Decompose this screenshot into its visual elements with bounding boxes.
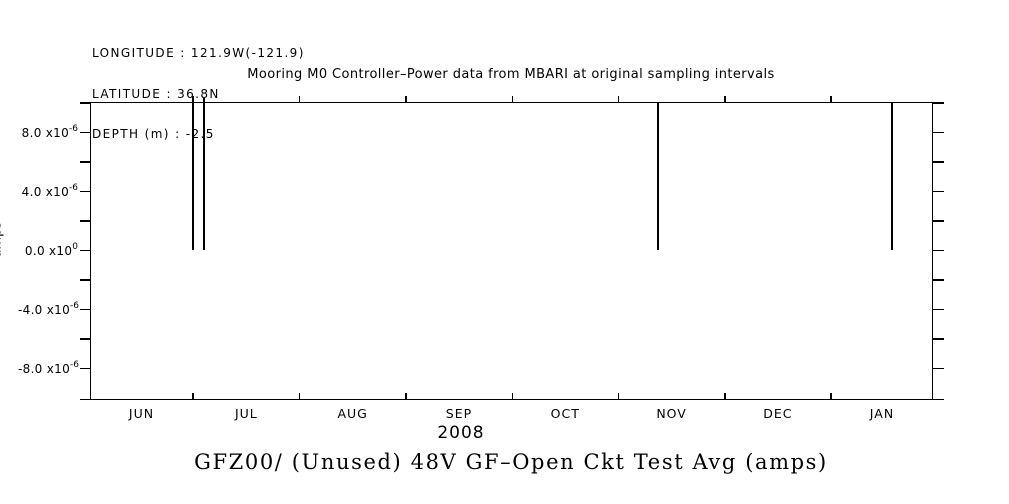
y-tick-label: -4.0 x10-6 [18,300,79,317]
y-tick-right-icon [933,338,944,340]
y-tick-left-icon [79,249,90,252]
y-tick-exponent: -6 [70,300,79,311]
y-tick-right-icon [933,131,944,134]
bottom-title: GFZ00/ (Unused) 48V GF–Open Ckt Test Avg… [194,450,828,474]
x-month-label: DEC [763,406,793,421]
y-tick-mantissa: -8.0 x10 [18,361,70,376]
y-tick-mantissa: 0.0 x10 [24,243,73,258]
y-tick-right-icon [933,249,944,252]
x-tick-bottom-icon [192,393,194,400]
y-tick-right-icon [933,367,944,370]
x-tick-top-icon [830,96,832,102]
y-tick-left-icon [79,398,90,400]
y-tick-exponent: -6 [70,359,79,370]
latitude-text: LATITUDE : 36.8N [92,86,220,101]
data-spike [192,96,194,251]
data-spike [891,101,894,251]
y-tick-left-icon [79,338,90,340]
y-tick-left-icon [79,279,90,281]
y-tick-right-icon [933,190,944,193]
x-tick-bottom-icon [617,393,620,400]
x-tick-bottom-icon [298,393,301,400]
x-month-label: JUN [128,406,155,421]
x-month-label: JUL [234,406,258,421]
y-tick-exponent: -6 [69,182,78,193]
y-axis-label: amps [0,221,5,258]
x-tick-bottom-icon [511,393,513,400]
header-metadata: LONGITUDE : 121.9W(-121.9) LATITUDE : 36… [92,20,305,169]
x-tick-bottom-icon [724,393,726,400]
x-month-label: NOV [656,406,687,421]
data-spike [657,101,659,251]
y-tick-left-icon [79,131,90,134]
x-tick-top-icon [617,96,620,102]
y-tick-left-icon [79,161,90,163]
y-tick-right-icon [933,220,944,222]
x-month-label: OCT [550,406,580,421]
y-tick-mantissa: 8.0 x10 [21,125,70,140]
x-month-label: AUG [337,406,368,421]
y-tick-mantissa: -4.0 x10 [18,302,70,317]
y-tick-left-icon [79,308,90,311]
y-tick-label: -8.0 x10-6 [18,359,79,376]
x-tick-bottom-icon [830,393,832,400]
y-tick-right-icon [933,102,944,104]
y-tick-label: 8.0 x10-6 [18,123,78,140]
x-axis-year-label: 2008 [437,423,485,443]
data-spike [202,98,205,251]
y-tick-mantissa: 4.0 x10 [21,184,70,199]
x-tick-bottom-icon [405,393,407,400]
y-tick-label: 0.0 x100 [18,241,78,258]
x-tick-top-icon [298,96,301,102]
x-tick-top-icon [724,96,726,102]
y-tick-left-icon [79,102,90,104]
y-tick-right-icon [933,279,944,281]
plot-border [90,102,933,400]
y-tick-exponent: 0 [72,241,78,252]
y-tick-right-icon [933,161,944,163]
y-tick-left-icon [79,220,90,222]
y-tick-exponent: -6 [69,123,78,134]
plot-title: Mooring M0 Controller–Power data from MB… [247,67,775,82]
y-tick-label: 4.0 x10-6 [18,182,78,199]
y-tick-left-icon [79,190,90,193]
y-tick-right-icon [933,308,944,311]
x-tick-top-icon [405,96,407,102]
x-tick-top-icon [511,96,513,102]
x-month-label: JAN [869,406,895,421]
y-tick-left-icon [79,367,90,370]
y-tick-right-icon [933,398,944,400]
longitude-text: LONGITUDE : 121.9W(-121.9) [92,46,305,60]
x-month-label: SEP [445,406,473,421]
